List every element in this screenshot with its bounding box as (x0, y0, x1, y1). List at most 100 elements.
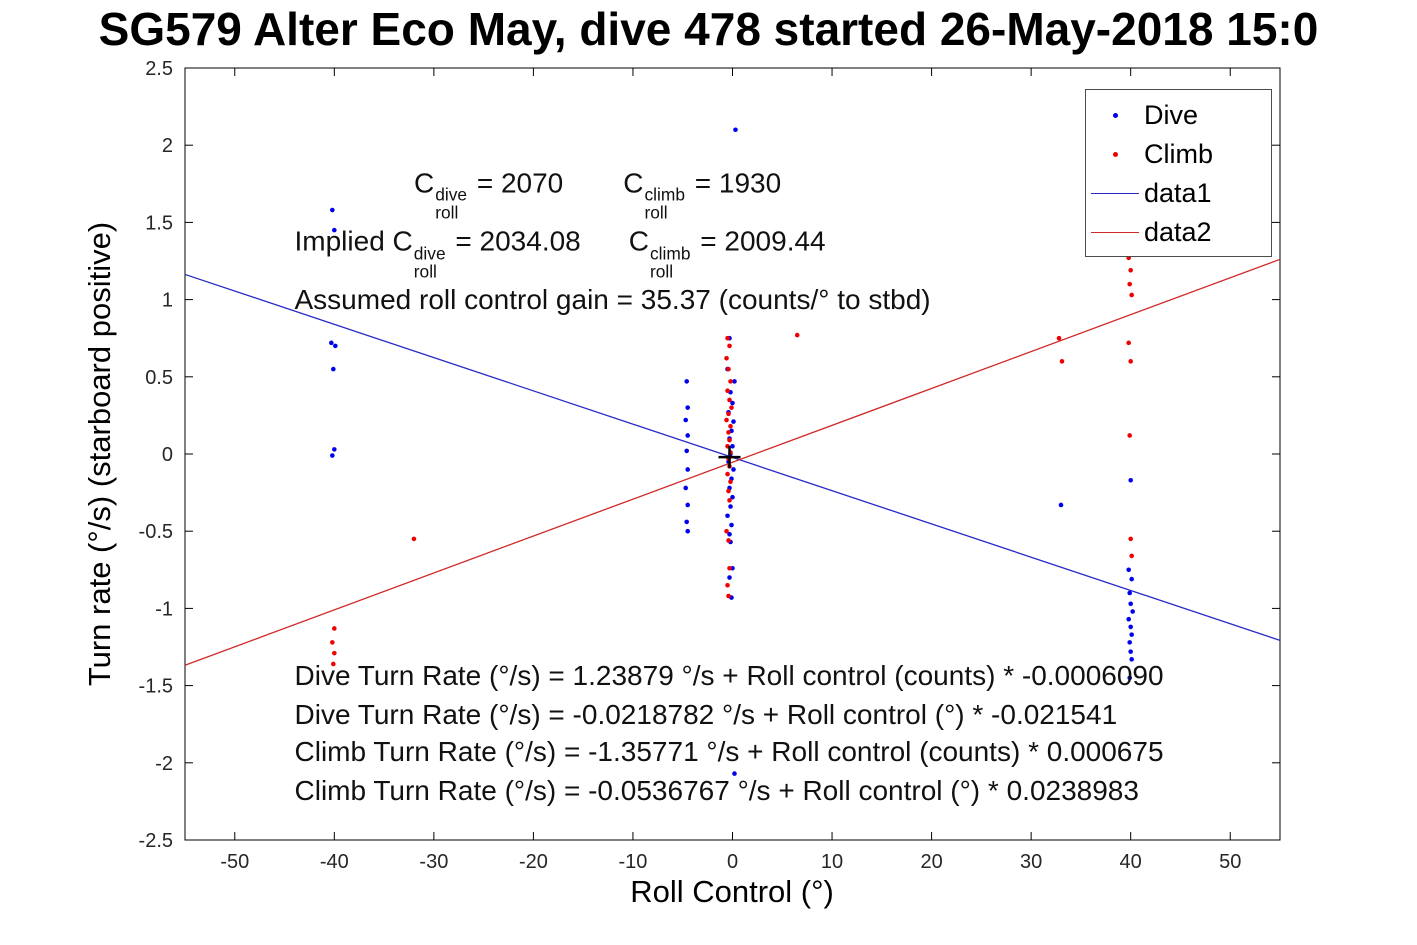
legend: Dive Climb data1 data2 (1085, 89, 1272, 257)
x-tick-label: 10 (821, 851, 843, 873)
point-Climb (794, 332, 800, 338)
point-Climb (724, 528, 729, 534)
point-Dive (1129, 657, 1134, 662)
x-axis-label: Roll Control (°) (630, 874, 834, 909)
point-Climb (726, 538, 731, 543)
point-Dive (684, 448, 690, 454)
legend-label: data2 (1144, 217, 1212, 247)
point-Dive (683, 485, 689, 491)
point-Dive (332, 447, 337, 452)
point-Climb (724, 355, 729, 361)
point-Dive (1128, 601, 1133, 607)
point-Climb (727, 343, 732, 349)
x-tick-label: -30 (419, 851, 448, 873)
point-Dive (727, 531, 732, 537)
point-Climb (725, 388, 730, 393)
point-Climb (1127, 433, 1132, 438)
point-Climb (1128, 536, 1133, 542)
point-Dive (683, 417, 689, 423)
point-Climb (726, 411, 731, 417)
point-Dive (1130, 609, 1135, 614)
point-Climb (1126, 340, 1131, 346)
point-Dive (330, 207, 335, 213)
point-Dive (730, 400, 735, 406)
point-Dive (1127, 675, 1132, 681)
legend-entry-Dive: Dive (1086, 96, 1271, 135)
point-Dive (685, 433, 691, 438)
dot-icon (1112, 113, 1118, 118)
point-Dive (1126, 567, 1131, 573)
point-Climb (725, 582, 730, 588)
x-tick-label: 20 (920, 851, 942, 873)
legend-entry-data1: data1 (1086, 174, 1271, 213)
point-Dive (1126, 616, 1131, 622)
point-Climb (725, 335, 730, 341)
x-tick-label: -50 (220, 851, 249, 873)
point-Climb (1128, 359, 1133, 364)
y-tick-label: 0.5 (145, 367, 173, 389)
point-Dive (728, 504, 733, 509)
y-tick-label: 0 (162, 444, 173, 466)
point-Climb (725, 471, 730, 477)
point-Dive (1128, 477, 1133, 483)
x-tick-label: 0 (727, 851, 738, 873)
legend-entry-data2: data2 (1086, 213, 1271, 252)
point-Dive (732, 379, 737, 384)
point-Dive (1129, 632, 1134, 637)
point-Climb (728, 423, 733, 429)
point-Dive (733, 127, 738, 133)
point-Climb (729, 405, 734, 410)
point-Dive (332, 227, 337, 233)
point-Dive (333, 343, 338, 349)
point-Climb (727, 565, 732, 571)
figure-title: SG579 Alter Eco May, dive 478 started 26… (98, 3, 1319, 55)
y-tick-label: 2.5 (145, 58, 173, 80)
point-Climb (1128, 267, 1133, 273)
point-Dive (685, 502, 691, 508)
point-Climb (332, 650, 337, 656)
point-Climb (1056, 335, 1062, 341)
x-tick-label: 40 (1120, 851, 1142, 873)
point-Dive (1127, 590, 1132, 596)
point-Climb (727, 498, 732, 503)
x-tick-label: -20 (519, 851, 548, 873)
point-Climb (1129, 292, 1134, 298)
point-Dive (684, 519, 690, 525)
x-tick-label: 50 (1219, 851, 1241, 873)
point-Dive (1129, 576, 1134, 582)
point-Climb (727, 437, 732, 443)
point-Climb (1129, 553, 1134, 559)
point-Climb (726, 488, 731, 494)
point-Climb (724, 417, 729, 423)
point-Dive (1058, 502, 1064, 508)
x-tick-label: -10 (619, 851, 648, 873)
point-Dive (732, 771, 737, 776)
line-icon (1091, 193, 1139, 194)
point-Climb (330, 640, 335, 645)
point-Dive (685, 405, 691, 410)
point-Dive (731, 419, 736, 424)
point-Dive (331, 366, 336, 372)
point-Dive (1128, 649, 1133, 654)
line-icon (1091, 232, 1139, 233)
point-Climb (1127, 281, 1132, 287)
legend-entry-Climb: Climb (1086, 135, 1271, 174)
x-tick-label: 30 (1020, 851, 1042, 873)
legend-marker-sample (1086, 152, 1144, 157)
legend-label: Dive (1144, 100, 1199, 130)
legend-label: data1 (1144, 178, 1212, 208)
point-Dive (730, 443, 735, 449)
point-Climb (332, 626, 337, 631)
point-Dive (1127, 640, 1132, 645)
point-Dive (330, 453, 335, 458)
y-tick-label: -0.5 (139, 521, 173, 543)
y-tick-label: -1 (155, 598, 173, 620)
x-tick-label: -40 (320, 851, 349, 873)
fit-line-data2 (184, 258, 1281, 666)
dot-icon (1112, 152, 1118, 157)
point-Dive (684, 379, 690, 384)
point-Climb (1059, 359, 1065, 364)
point-Dive (729, 522, 734, 528)
